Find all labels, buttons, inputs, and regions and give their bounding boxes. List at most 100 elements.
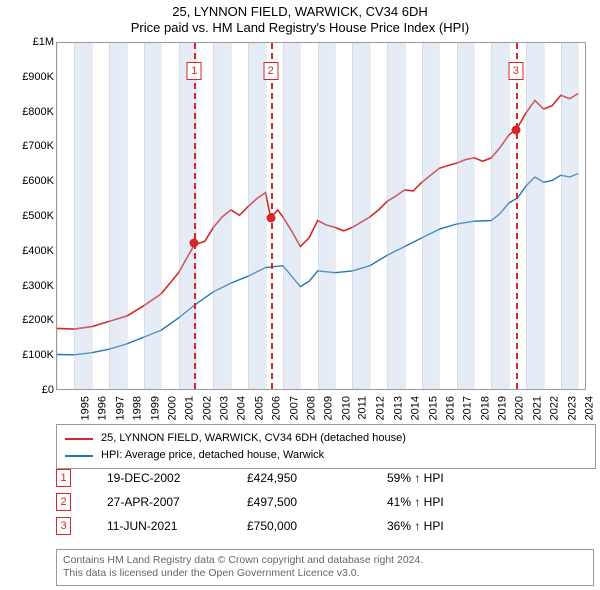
title-block: 25, LYNNON FIELD, WARWICK, CV34 6DH Pric… bbox=[0, 0, 600, 35]
x-tick-label: 2020 bbox=[514, 396, 526, 420]
sale-marker-1: 1 bbox=[56, 469, 71, 487]
year-band bbox=[457, 43, 474, 389]
gridline-v bbox=[109, 43, 110, 389]
gridline-v bbox=[422, 43, 423, 389]
gridline-v bbox=[283, 43, 284, 389]
year-band bbox=[283, 43, 300, 389]
gridline-v bbox=[370, 43, 371, 389]
marker-dot bbox=[190, 239, 199, 248]
sale-date: 19-DEC-2002 bbox=[107, 471, 247, 485]
gridline-v bbox=[179, 43, 180, 389]
x-tick-label: 2002 bbox=[201, 396, 213, 420]
gridline-v bbox=[387, 43, 388, 389]
chart-title: 25, LYNNON FIELD, WARWICK, CV34 6DH bbox=[0, 4, 600, 19]
y-tick-label: £800K bbox=[10, 106, 54, 118]
gridline-v bbox=[300, 43, 301, 389]
y-tick-label: £0 bbox=[10, 384, 54, 396]
x-tick-label: 2018 bbox=[479, 396, 491, 420]
year-band bbox=[422, 43, 439, 389]
year-band bbox=[74, 43, 91, 389]
gridline-v bbox=[74, 43, 75, 389]
gridline-v bbox=[335, 43, 336, 389]
sale-marker-2: 2 bbox=[56, 493, 71, 511]
gridline-v bbox=[144, 43, 145, 389]
sales-table: 1 19-DEC-2002 £424,950 59% ↑ HPI 2 27-AP… bbox=[56, 466, 596, 538]
x-tick-label: 2007 bbox=[288, 396, 300, 420]
x-tick-label: 1996 bbox=[97, 396, 109, 420]
year-band bbox=[248, 43, 265, 389]
sale-price: £424,950 bbox=[247, 471, 387, 485]
legend-row-hpi: HPI: Average price, detached house, Warw… bbox=[65, 447, 587, 464]
x-tick-label: 2008 bbox=[305, 396, 317, 420]
year-band bbox=[491, 43, 508, 389]
sale-delta: 59% ↑ HPI bbox=[387, 471, 547, 485]
gridline-v bbox=[92, 43, 93, 389]
year-band bbox=[387, 43, 404, 389]
gridline-v bbox=[248, 43, 249, 389]
gridline-v bbox=[318, 43, 319, 389]
x-tick-label: 2001 bbox=[184, 396, 196, 420]
gridline-v bbox=[509, 43, 510, 389]
gridline-v bbox=[457, 43, 458, 389]
year-band bbox=[561, 43, 578, 389]
gridline-v bbox=[544, 43, 545, 389]
year-band bbox=[318, 43, 335, 389]
legend-label-hpi: HPI: Average price, detached house, Warw… bbox=[101, 447, 324, 464]
marker-line bbox=[194, 43, 196, 389]
chart-subtitle: Price paid vs. HM Land Registry's House … bbox=[0, 20, 600, 35]
gridline-v bbox=[352, 43, 353, 389]
y-tick-label: £300K bbox=[10, 280, 54, 292]
sale-row: 3 11-JUN-2021 £750,000 36% ↑ HPI bbox=[56, 514, 596, 538]
footer-line-2: This data is licensed under the Open Gov… bbox=[63, 567, 587, 581]
x-tick-label: 2016 bbox=[444, 396, 456, 420]
sale-row: 1 19-DEC-2002 £424,950 59% ↑ HPI bbox=[56, 466, 596, 490]
x-tick-label: 2013 bbox=[392, 396, 404, 420]
year-band bbox=[109, 43, 126, 389]
x-tick-label: 2017 bbox=[462, 396, 474, 420]
gridline-v bbox=[57, 43, 58, 389]
x-tick-label: 2024 bbox=[583, 396, 595, 420]
page: 25, LYNNON FIELD, WARWICK, CV34 6DH Pric… bbox=[0, 0, 600, 590]
x-tick-label: 2003 bbox=[219, 396, 231, 420]
year-band bbox=[213, 43, 230, 389]
x-tick-label: 2023 bbox=[566, 396, 578, 420]
y-tick-label: £700K bbox=[10, 140, 54, 152]
gridline-v bbox=[231, 43, 232, 389]
x-tick-label: 2014 bbox=[410, 396, 422, 420]
marker-dot bbox=[511, 126, 520, 135]
x-tick-label: 2004 bbox=[236, 396, 248, 420]
sale-price: £750,000 bbox=[247, 519, 387, 533]
legend-row-property: 25, LYNNON FIELD, WARWICK, CV34 6DH (det… bbox=[65, 430, 587, 447]
footer-line-1: Contains HM Land Registry data © Crown c… bbox=[63, 554, 587, 568]
x-tick-label: 1999 bbox=[149, 396, 161, 420]
plot-area: 1 2 3 bbox=[56, 42, 586, 390]
x-tick-label: 2000 bbox=[166, 396, 178, 420]
year-band bbox=[526, 43, 543, 389]
sale-date: 27-APR-2007 bbox=[107, 495, 247, 509]
chart: 123 £0£100K£200K£300K£400K£500K£600K£700… bbox=[12, 42, 590, 418]
marker-box: 2 bbox=[263, 62, 278, 80]
x-tick-label: 1998 bbox=[132, 396, 144, 420]
gridline-v bbox=[213, 43, 214, 389]
marker-dot bbox=[266, 213, 275, 222]
y-tick-label: £600K bbox=[10, 175, 54, 187]
legend-swatch-hpi bbox=[65, 455, 93, 457]
x-tick-label: 2009 bbox=[323, 396, 335, 420]
year-band bbox=[352, 43, 369, 389]
marker-box: 1 bbox=[187, 62, 202, 80]
gridline-v bbox=[561, 43, 562, 389]
x-tick-label: 2015 bbox=[427, 396, 439, 420]
gridline-v bbox=[127, 43, 128, 389]
x-tick-label: 2012 bbox=[375, 396, 387, 420]
gridline-v bbox=[526, 43, 527, 389]
gridline-v bbox=[491, 43, 492, 389]
footer: Contains HM Land Registry data © Crown c… bbox=[56, 549, 594, 586]
gridline-v bbox=[578, 43, 579, 389]
marker-box: 3 bbox=[508, 62, 523, 80]
sale-marker-3: 3 bbox=[56, 517, 71, 535]
x-tick-label: 1995 bbox=[79, 396, 91, 420]
x-tick-label: 1997 bbox=[114, 396, 126, 420]
sale-row: 2 27-APR-2007 £497,500 41% ↑ HPI bbox=[56, 490, 596, 514]
gridline-v bbox=[439, 43, 440, 389]
legend: 25, LYNNON FIELD, WARWICK, CV34 6DH (det… bbox=[56, 424, 596, 469]
